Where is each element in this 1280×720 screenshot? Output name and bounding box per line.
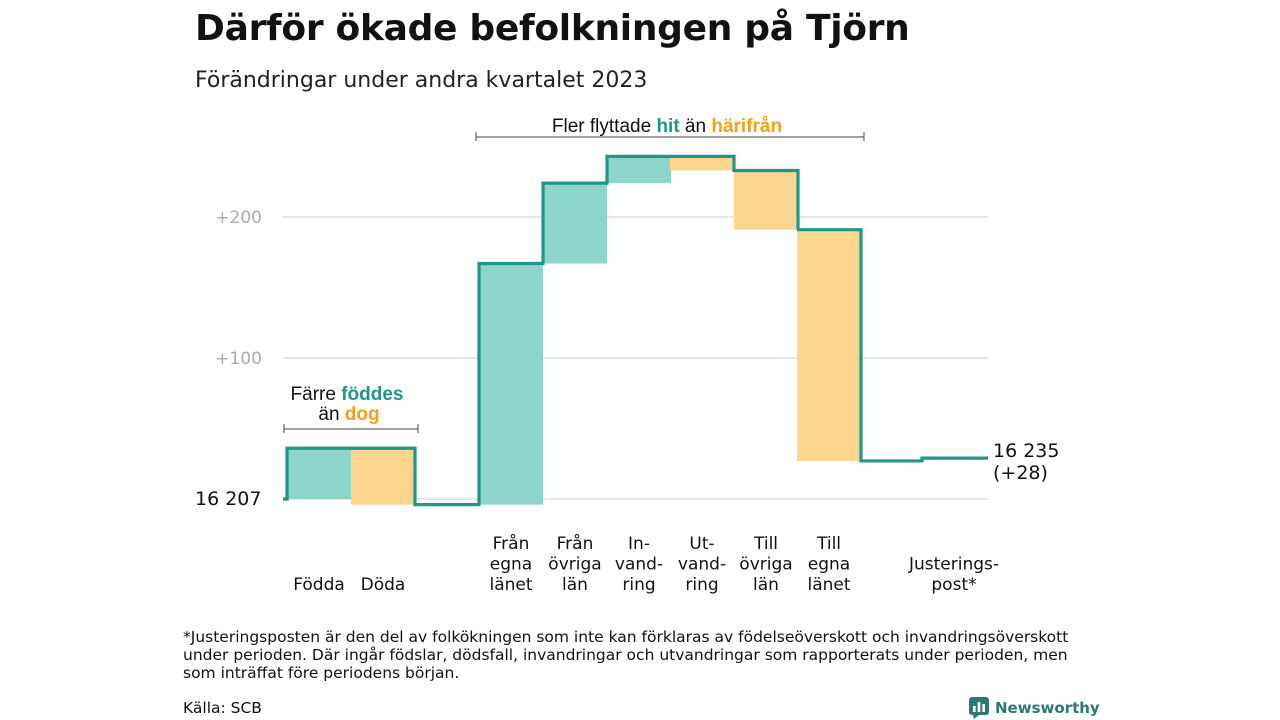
waterfall-bar [734,170,798,230]
category-label: post* [931,575,976,595]
annotation-emph-harifran: härifrån [711,116,782,137]
annotation-births-line2: än dog [318,404,379,425]
category-label: vand- [678,555,726,575]
category-label: In- [628,534,650,554]
annotation-emph-fodda: föddes [341,384,403,405]
y-tick-label: +100 [215,349,262,369]
source-credit: Källa: SCB [183,699,262,717]
annotation-emph-hit: hit [656,116,680,137]
category-label: övriga [739,555,792,575]
annotation-migration: Fler flyttade hit än härifrån [552,116,782,137]
category-label: länet [489,575,532,595]
category-label: län [753,575,779,595]
category-label: Ut- [689,534,714,554]
newsworthy-logo[interactable]: Newsworthy [969,697,1100,719]
waterfall-bar [479,263,543,505]
annotation-text: Fler flyttade [552,116,657,137]
category-label: länet [807,575,850,595]
category-label: Till [816,534,841,554]
category-label: Från [557,533,594,554]
end-value-label: 16 235 [993,440,1059,462]
logo-text: Newsworthy [995,699,1100,717]
annotation-bracket-migration [475,132,865,141]
waterfall-bar [670,156,734,171]
waterfall-bar [607,156,671,184]
waterfall-bar [543,183,607,264]
category-label: egna [808,555,850,575]
annotation-text: än [318,404,344,425]
waterfall-bar [797,229,861,461]
start-value-label: 16 207 [195,488,261,510]
end-change-label: (+28) [993,462,1048,484]
annotation-text: än [680,116,712,137]
annotation-bracket-births [283,424,419,433]
category-label: övriga [548,555,601,575]
category-label: Födda [293,575,345,595]
category-label: vand- [615,555,663,575]
category-label: län [562,575,588,595]
waterfall-bar [351,448,415,505]
chart-subtitle: Förändringar under andra kvartalet 2023 [195,68,648,93]
chart-title: Därför ökade befolkningen på Tjörn [195,8,910,49]
annotation-births-line1: Färre föddes [291,384,404,405]
category-label: Justerings- [908,555,999,575]
category-label: Döda [361,575,406,595]
category-label: Till [753,534,778,554]
waterfall-bar [287,448,351,499]
category-label: Från [493,533,530,554]
annotation-text: Färre [291,384,342,405]
category-label: egna [490,555,532,575]
newsworthy-logo-icon [969,697,989,719]
y-tick-label: +200 [215,208,262,228]
annotation-emph-doda: dog [345,404,380,425]
category-label: ring [622,575,655,595]
category-label: ring [685,575,718,595]
footnote: *Justeringsposten är den del av folkökni… [183,628,1069,682]
waterfall-step-line [283,154,988,507]
